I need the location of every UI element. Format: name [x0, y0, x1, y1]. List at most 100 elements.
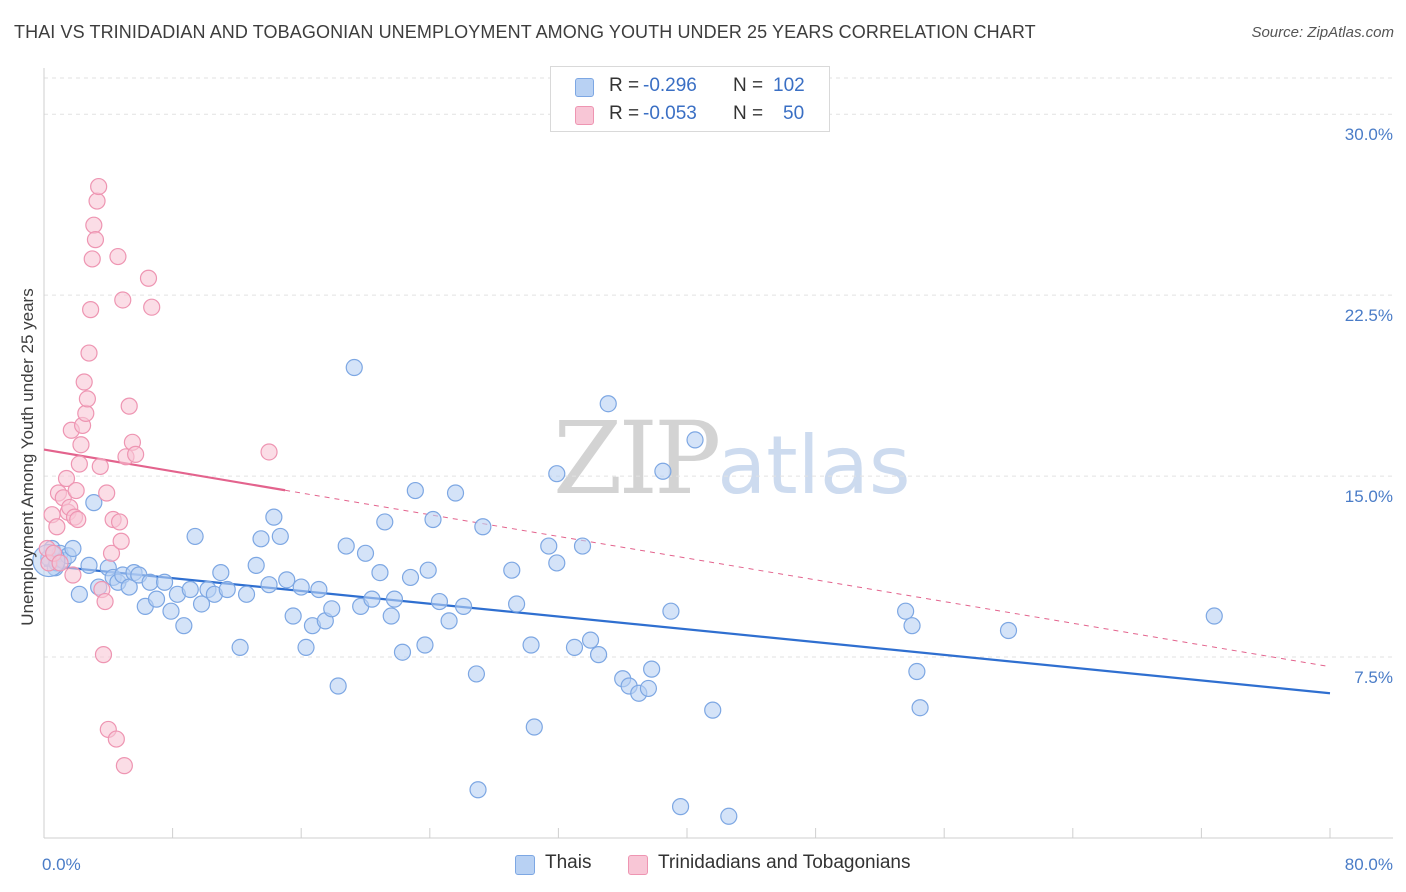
- point-trinidadians: [75, 373, 93, 391]
- chart-title: THAI VS TRINIDADIAN AND TOBAGONIAN UNEMP…: [14, 22, 1036, 42]
- point-thais: [565, 638, 584, 656]
- point-thais: [704, 701, 722, 719]
- trend-line-trinidadians: [43, 448, 286, 492]
- point-trinidadians: [112, 532, 130, 550]
- point-thais: [252, 530, 270, 548]
- point-thais: [70, 585, 88, 603]
- watermark-atlas: atlas: [717, 419, 911, 512]
- legend-swatch-thais: [575, 78, 594, 97]
- point-thais: [329, 677, 347, 695]
- point-thais: [186, 527, 204, 546]
- point-thais: [337, 537, 355, 555]
- point-thais: [548, 554, 566, 572]
- point-thais: [162, 602, 180, 620]
- point-trinidadians: [77, 404, 95, 422]
- legend-n-label: N =: [733, 75, 764, 96]
- point-trinidadians: [127, 445, 145, 463]
- point-thais: [175, 617, 193, 635]
- point-trinidadians: [143, 298, 161, 316]
- legend-n-label: N =: [733, 103, 764, 124]
- point-trinidadians: [72, 436, 90, 454]
- point-thais: [147, 590, 166, 608]
- point-thais: [310, 580, 328, 599]
- watermark: ZIPatlas: [553, 400, 911, 517]
- point-trinidadians: [96, 592, 114, 611]
- point-trinidadians: [86, 231, 105, 249]
- point-thais: [581, 631, 600, 649]
- point-thais: [671, 798, 690, 816]
- point-thais: [80, 556, 98, 574]
- point-thais: [440, 612, 458, 630]
- point-trinidadians: [85, 216, 103, 234]
- y-axis-label: Unemployment Among Youth under 25 years: [18, 288, 37, 625]
- point-thais: [363, 590, 381, 608]
- point-trinidadians: [90, 177, 108, 196]
- point-thais: [356, 544, 375, 562]
- point-thais: [446, 484, 465, 502]
- series-legend: Thais Trinidadians and Tobagonians: [0, 852, 1406, 878]
- y-tick-label: 15.0%: [1345, 487, 1393, 506]
- legend-n-value: 102: [773, 75, 805, 96]
- legend-n-value: 50: [783, 103, 805, 124]
- point-thais: [260, 576, 278, 594]
- point-trinidadians: [98, 484, 116, 502]
- point-thais: [720, 807, 738, 825]
- point-thais: [469, 781, 487, 799]
- point-thais: [231, 638, 249, 656]
- point-trinidadians: [80, 344, 98, 362]
- point-thais: [85, 494, 103, 512]
- point-thais: [525, 718, 543, 736]
- point-thais: [639, 679, 658, 698]
- point-thais: [345, 358, 363, 377]
- point-thais: [247, 556, 265, 574]
- point-trinidadians: [109, 247, 127, 266]
- trend-lines: [43, 448, 1331, 695]
- point-trinidadians: [70, 455, 88, 473]
- point-thais: [589, 646, 608, 664]
- point-thais: [424, 510, 442, 529]
- point-trinidadians: [51, 554, 69, 572]
- point-thais: [419, 561, 437, 579]
- point-thais: [64, 539, 82, 558]
- point-thais: [218, 580, 236, 599]
- point-thais: [297, 638, 315, 656]
- point-trinidadians: [110, 513, 129, 531]
- point-trinidadians: [83, 250, 101, 268]
- point-thais: [212, 564, 230, 582]
- point-thais: [406, 481, 424, 500]
- point-trinidadians: [260, 443, 278, 461]
- point-thais: [643, 660, 661, 678]
- point-thais: [155, 573, 174, 591]
- point-trinidadians: [102, 544, 121, 562]
- point-thais: [376, 513, 394, 531]
- point-trinidadians: [94, 646, 113, 664]
- point-thais: [503, 561, 521, 579]
- x-tick-label: 0.0%: [42, 855, 81, 874]
- point-trinidadians: [139, 269, 158, 287]
- point-trinidadians: [67, 481, 85, 500]
- y-tick-label: 22.5%: [1345, 306, 1393, 325]
- legend-label-trinidadians: Trinidadians and Tobagonians: [658, 852, 911, 873]
- point-thais: [454, 597, 473, 615]
- legend-label-thais: Thais: [545, 852, 592, 873]
- tick-labels: 7.5% 15.0% 22.5% 30.0% 0.0% 80.0%: [42, 125, 1393, 874]
- point-trinidadians: [114, 291, 132, 309]
- point-thais: [662, 602, 680, 620]
- point-trinidadians: [57, 469, 76, 488]
- point-thais: [292, 578, 310, 596]
- point-trinidadians: [78, 390, 97, 408]
- point-thais: [371, 564, 389, 582]
- legend-r-value: -0.053: [643, 103, 697, 124]
- y-tick-label: 30.0%: [1345, 125, 1393, 144]
- point-thais: [467, 665, 486, 683]
- point-thais: [599, 395, 617, 413]
- point-thais: [903, 617, 921, 635]
- legend-swatch-thais: [515, 855, 535, 875]
- point-thais: [382, 607, 400, 625]
- point-thais: [323, 600, 341, 618]
- legend-swatch-trinidadians: [628, 855, 648, 875]
- point-thais: [237, 585, 256, 603]
- legend-r-label: R =: [609, 75, 640, 96]
- point-trinidadians: [82, 301, 100, 319]
